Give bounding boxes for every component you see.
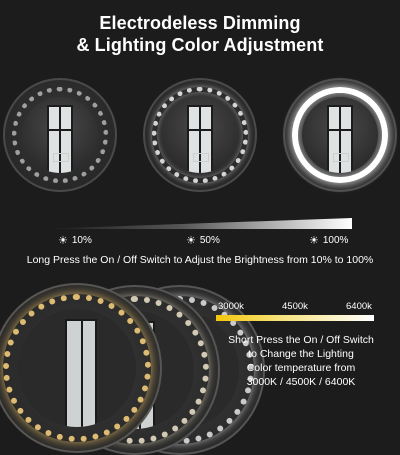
title-line-1: Electrodeless Dimming	[99, 13, 301, 33]
brightness-level-label: 10%	[71, 235, 92, 246]
window-reflection	[327, 105, 353, 173]
color-temperature-labels: 3000k 4500k 6400k	[218, 301, 376, 313]
mirror-3000k	[0, 283, 162, 453]
sun-icon: ☀	[309, 235, 319, 247]
title-line-2: & Lighting Color Adjustment	[76, 35, 324, 55]
mirror-reflection	[18, 309, 136, 427]
brightness-gradient-wedge	[40, 218, 352, 229]
brightness-level-label: 100%	[322, 235, 349, 246]
led-ring	[292, 87, 388, 183]
temp-instruction-line-2: to Change the Lighting	[248, 348, 354, 360]
temp-instruction-line-4: 3000K / 4500K / 6400K	[246, 376, 356, 388]
brightness-level-10: ☀ 10%	[58, 234, 92, 248]
page-title: Electrodeless Dimming & Lighting Color A…	[0, 12, 400, 56]
color-temperature-bar	[216, 315, 374, 321]
led-ring	[152, 87, 248, 183]
display-panel	[193, 153, 209, 162]
brightness-level-50: ☀ 50%	[186, 234, 220, 248]
mirror-brightness-50	[143, 78, 257, 192]
temp-label-3000k: 3000k	[218, 301, 244, 312]
mirror-brightness-10	[3, 78, 117, 192]
temp-instruction-line-3: Color temperature from	[246, 362, 356, 374]
sun-icon: ☀	[186, 235, 196, 247]
temp-label-4500k: 4500k	[282, 301, 308, 312]
brightness-level-100: ☀ 100%	[309, 234, 348, 248]
mirror-reflection	[162, 97, 238, 173]
mirror-reflection	[22, 97, 98, 173]
window-reflection	[47, 105, 73, 173]
mirror-reflection	[302, 97, 378, 173]
temp-label-6400k: 6400k	[346, 301, 372, 312]
brightness-level-label: 50%	[199, 235, 220, 246]
sun-icon: ☀	[58, 235, 68, 247]
brightness-instruction: Long Press the On / Off Switch to Adjust…	[26, 254, 374, 266]
display-panel	[53, 153, 69, 162]
display-panel	[333, 153, 349, 162]
mirror-brightness-100	[283, 78, 397, 192]
temp-instruction-line-1: Short Press the On / Off Switch	[228, 334, 374, 346]
window-reflection	[187, 105, 213, 173]
window-reflection	[65, 319, 98, 427]
led-ring	[12, 87, 108, 183]
color-temperature-instruction: Short Press the On / Off Switch to Chang…	[218, 333, 384, 389]
